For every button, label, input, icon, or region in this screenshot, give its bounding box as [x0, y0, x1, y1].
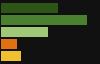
Bar	[1, 15, 87, 25]
Bar	[1, 51, 21, 61]
Bar	[1, 39, 17, 49]
Bar	[1, 3, 58, 13]
Bar	[1, 27, 48, 37]
